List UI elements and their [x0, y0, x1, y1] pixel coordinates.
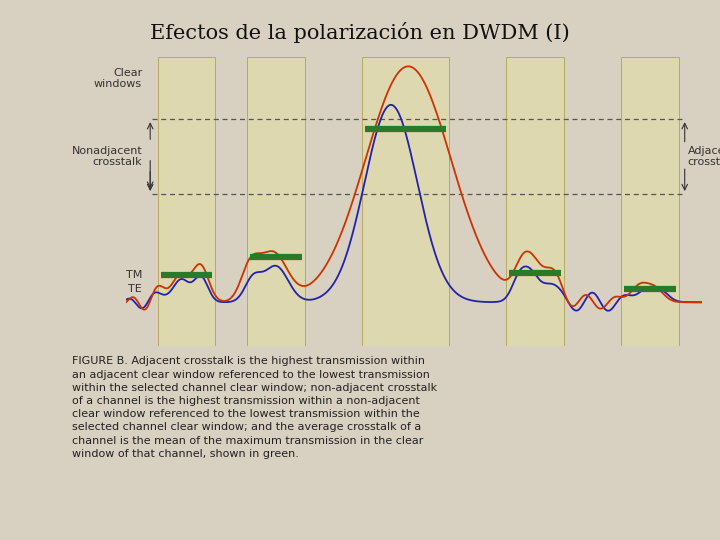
Bar — [247, 57, 305, 346]
Text: Nonadjacent
crosstalk: Nonadjacent crosstalk — [71, 146, 142, 167]
Bar — [621, 57, 679, 346]
Text: TE: TE — [128, 284, 142, 294]
Bar — [362, 57, 449, 346]
Text: Clear
windows: Clear windows — [94, 68, 142, 89]
Text: Efectos de la polarización en DWDM (I): Efectos de la polarización en DWDM (I) — [150, 22, 570, 43]
Text: FIGURE B. Adjacent crosstalk is the highest transmission within
an adjacent clea: FIGURE B. Adjacent crosstalk is the high… — [72, 356, 437, 459]
Bar — [506, 57, 564, 346]
Text: TM: TM — [126, 269, 142, 280]
Text: Adjacent
crosstalk: Adjacent crosstalk — [688, 146, 720, 167]
Bar — [158, 57, 215, 346]
